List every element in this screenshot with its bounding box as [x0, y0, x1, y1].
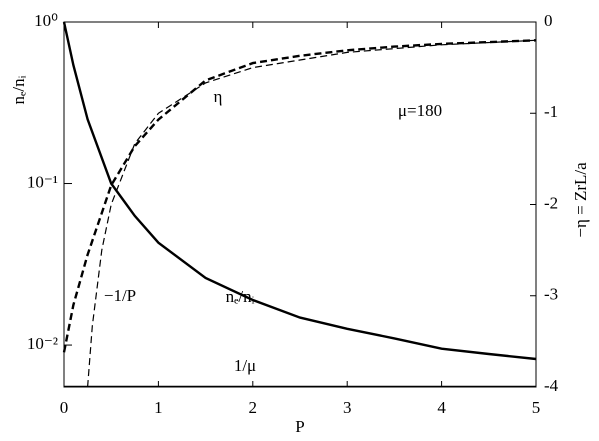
- y2-tick-label: -4: [544, 376, 559, 395]
- y-tick-label: 10⁰: [34, 11, 58, 30]
- x-tick-label: 2: [249, 398, 258, 417]
- y2-tick-label: 0: [544, 11, 553, 30]
- series-line: [62, 21, 537, 361]
- x-tick-label: 4: [437, 398, 446, 417]
- y2-tick-label: -1: [544, 102, 558, 121]
- series-label: η: [214, 87, 223, 106]
- y2-tick-label: -3: [544, 285, 558, 304]
- series-label: −1/P: [104, 286, 136, 305]
- series-line: [87, 39, 537, 388]
- y2-axis-label: −η = ZrL/a: [571, 162, 590, 238]
- x-axis-label: P: [295, 417, 304, 436]
- x-tick-label: 3: [343, 398, 352, 417]
- annotation: μ=180: [398, 101, 442, 120]
- y-tick-label: 10⁻¹: [27, 172, 58, 191]
- y-tick-label: 10⁻²: [27, 334, 58, 353]
- plot-frame: [63, 21, 537, 388]
- series-label: nₑ/nᵢ: [226, 287, 255, 306]
- y-axis-label: nₑ/nᵢ: [9, 75, 28, 104]
- x-tick-label: 5: [532, 398, 541, 417]
- series-label: 1/μ: [234, 356, 256, 375]
- x-tick-label: 1: [154, 398, 163, 417]
- y2-tick-label: -2: [544, 193, 558, 212]
- x-tick-label: 0: [60, 398, 69, 417]
- series-line: [62, 39, 537, 353]
